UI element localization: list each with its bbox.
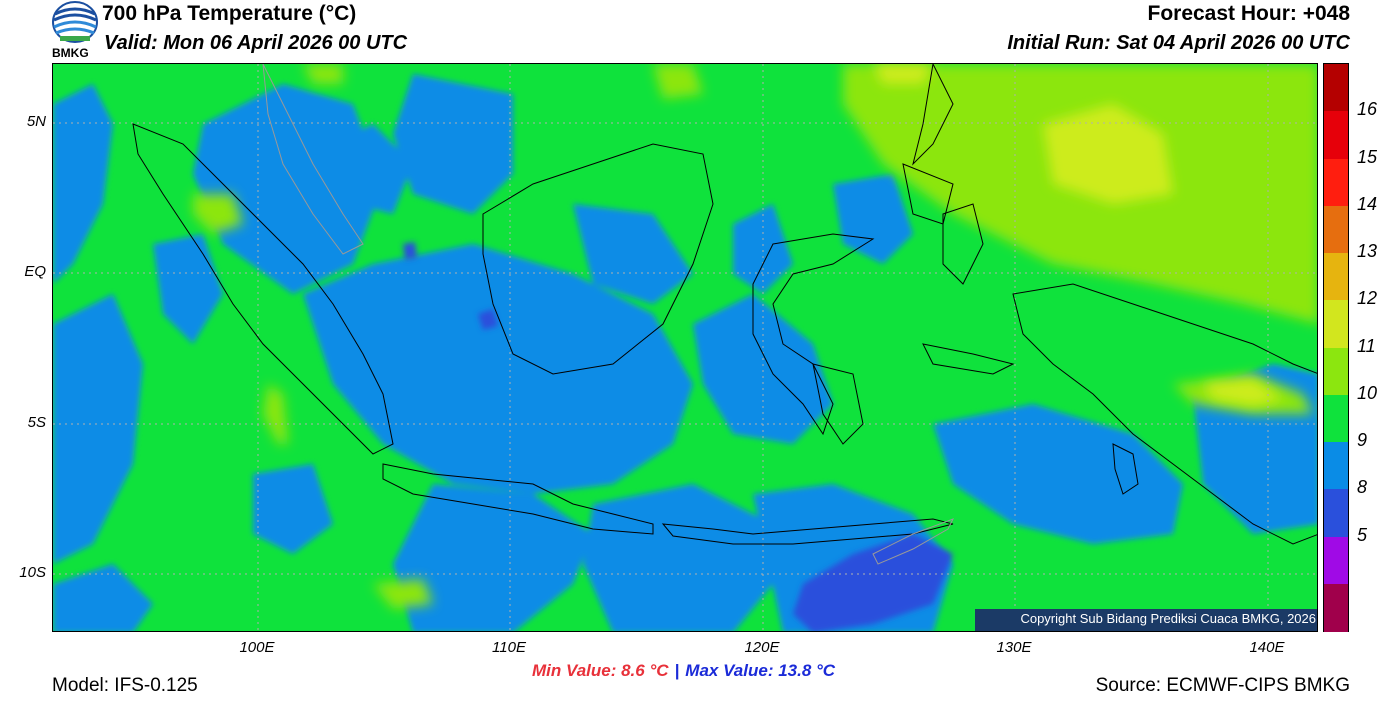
colorbar-segment bbox=[1324, 536, 1348, 585]
colorbar-label: 15 bbox=[1357, 146, 1378, 167]
colorbar bbox=[1323, 63, 1349, 632]
model-info: Model: IFS-0.125 bbox=[52, 675, 198, 696]
forecast-hour: Forecast Hour: +048 bbox=[1147, 2, 1351, 25]
colorbar-label: 11 bbox=[1357, 335, 1376, 356]
colorbar-label: 10 bbox=[1357, 382, 1378, 403]
colorbar-label: 12 bbox=[1357, 288, 1378, 309]
colorbar-segment bbox=[1324, 394, 1348, 443]
colorbar-label: 9 bbox=[1357, 430, 1368, 450]
min-max-values: Min Value: 8.6 °C | Max Value: 13.8 °C bbox=[532, 661, 835, 681]
lon-label-140e: 140E bbox=[1249, 639, 1285, 656]
colorbar-label: 5 bbox=[1357, 524, 1368, 545]
source-info: Source: ECMWF-CIPS BMKG bbox=[1095, 675, 1350, 696]
lat-label-5n: 5N bbox=[26, 113, 46, 130]
bmkg-logo: BMKG bbox=[50, 0, 100, 62]
colorbar-segment bbox=[1324, 489, 1348, 537]
colorbar-label: 8 bbox=[1357, 477, 1368, 498]
lat-label-5s: 5S bbox=[27, 414, 46, 431]
logo-text: BMKG bbox=[52, 46, 89, 60]
lon-label-110e: 110E bbox=[492, 639, 526, 656]
lat-label-eq: EQ bbox=[24, 263, 46, 280]
coastlines bbox=[132, 64, 1317, 565]
colorbar-segment bbox=[1324, 111, 1348, 159]
lon-label-130e: 130E bbox=[996, 639, 1032, 656]
copyright-box bbox=[975, 609, 1317, 631]
initial-run: Initial Run: Sat 04 April 2026 00 UTC bbox=[1007, 32, 1350, 54]
yellow-green-regions bbox=[193, 64, 1317, 609]
chart-title: 700 hPa Temperature (°C) bbox=[102, 2, 357, 25]
max-value: Max Value: 13.8 °C bbox=[685, 661, 836, 680]
colorbar-label: 14 bbox=[1357, 193, 1378, 214]
graticule bbox=[53, 64, 1317, 631]
valid-time: Valid: Mon 06 April 2026 00 UTC bbox=[104, 32, 408, 54]
lime-regions bbox=[873, 64, 1283, 406]
colorbar-label: 13 bbox=[1357, 241, 1378, 261]
temperature-map bbox=[52, 63, 1318, 632]
min-max-separator: | bbox=[674, 661, 680, 680]
min-value: Min Value: 8.6 °C bbox=[532, 661, 669, 680]
colorbar-segment bbox=[1324, 300, 1348, 348]
lon-label-100e: 100E bbox=[239, 639, 275, 656]
dark-blue-regions bbox=[403, 242, 953, 631]
lat-label-10s: 10S bbox=[19, 564, 46, 581]
colorbar-segment bbox=[1324, 583, 1348, 632]
lon-label-120e: 120E bbox=[744, 639, 780, 656]
colorbar-segment bbox=[1324, 347, 1348, 396]
copyright-text: Copyright Sub Bidang Prediksi Cuaca BMKG… bbox=[1020, 611, 1316, 626]
colorbar-segment bbox=[1324, 205, 1348, 254]
colorbar-segment bbox=[1324, 64, 1348, 112]
map-canvas bbox=[53, 64, 1317, 631]
colorbar-segment bbox=[1324, 253, 1348, 301]
colorbar-segment bbox=[1324, 442, 1348, 490]
colorbar-label: 16 bbox=[1357, 99, 1378, 120]
colorbar-segment bbox=[1324, 158, 1348, 207]
